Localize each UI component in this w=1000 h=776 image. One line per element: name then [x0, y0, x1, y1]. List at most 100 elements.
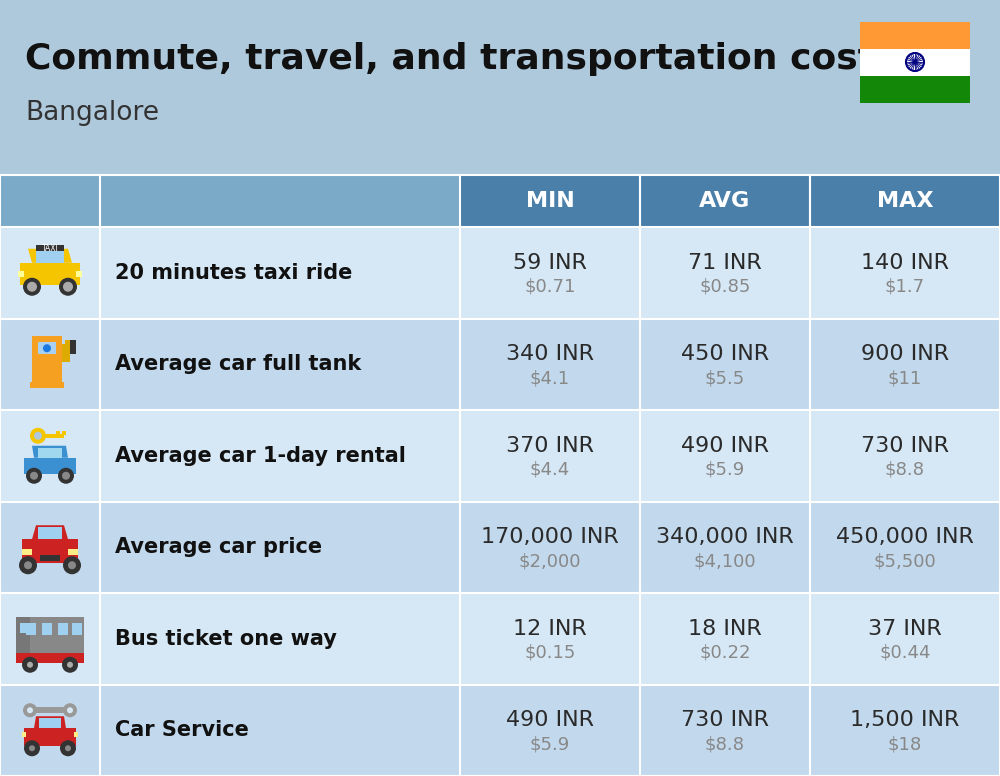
Circle shape [63, 556, 81, 574]
Text: $5.9: $5.9 [705, 461, 745, 479]
Polygon shape [32, 445, 68, 458]
Bar [30, 707, 70, 713]
Bar [16, 617, 84, 663]
Circle shape [29, 745, 35, 751]
Bar [70, 340, 76, 355]
Text: 1,500 INR: 1,500 INR [850, 710, 960, 730]
Circle shape [59, 278, 77, 296]
Text: Average car price: Average car price [115, 537, 322, 557]
Text: $8.8: $8.8 [705, 735, 745, 753]
Bar [26, 623, 36, 635]
Bar [76, 271, 82, 277]
Circle shape [24, 561, 32, 570]
Text: MIN: MIN [526, 191, 574, 211]
Bar [68, 549, 78, 556]
Bar [46, 434, 64, 438]
Text: 71 INR: 71 INR [688, 253, 762, 272]
Text: $4,100: $4,100 [694, 553, 756, 570]
Bar [860, 22, 970, 49]
Text: Commute, travel, and transportation costs: Commute, travel, and transportation cost… [25, 42, 897, 76]
Bar [0, 0, 1000, 155]
Circle shape [30, 428, 46, 444]
Bar [42, 623, 52, 635]
Text: Bus ticket one way: Bus ticket one way [115, 629, 337, 649]
Bar [0, 593, 1000, 684]
Text: $4.4: $4.4 [530, 461, 570, 479]
Text: Bangalore: Bangalore [25, 100, 159, 126]
Circle shape [27, 707, 33, 713]
Circle shape [27, 662, 33, 668]
Circle shape [67, 662, 73, 668]
Text: Average car full tank: Average car full tank [115, 355, 361, 374]
Bar [30, 383, 64, 388]
Bar [65, 340, 75, 346]
Bar [460, 175, 640, 227]
Bar [38, 342, 56, 355]
Circle shape [23, 278, 41, 296]
Bar [56, 431, 60, 435]
Bar [58, 623, 68, 635]
Bar [0, 410, 1000, 501]
Text: $0.44: $0.44 [879, 644, 931, 662]
Polygon shape [34, 716, 66, 728]
Bar [22, 549, 32, 556]
Bar [640, 175, 810, 227]
Circle shape [68, 561, 76, 570]
Circle shape [34, 431, 42, 440]
Circle shape [63, 282, 73, 292]
Text: $2,000: $2,000 [519, 553, 581, 570]
Bar [0, 155, 1000, 175]
Text: $1.7: $1.7 [885, 278, 925, 296]
Circle shape [63, 703, 77, 717]
Bar [22, 539, 78, 563]
Bar [74, 733, 78, 737]
Circle shape [62, 472, 70, 480]
Bar [16, 653, 84, 663]
Circle shape [22, 656, 38, 673]
Text: 730 INR: 730 INR [861, 436, 949, 456]
Circle shape [26, 468, 42, 483]
Circle shape [58, 468, 74, 483]
Text: $5,500: $5,500 [874, 553, 936, 570]
Bar [18, 271, 24, 277]
Bar [38, 527, 62, 539]
Bar [39, 719, 61, 728]
Bar [860, 76, 970, 103]
Text: AVG: AVG [699, 191, 751, 211]
Text: 490 INR: 490 INR [681, 436, 769, 456]
Bar [20, 623, 28, 632]
Bar [20, 263, 80, 285]
Bar [40, 556, 60, 561]
Bar [24, 458, 76, 474]
Text: MAX: MAX [877, 191, 933, 211]
Bar [62, 431, 66, 435]
Text: 140 INR: 140 INR [861, 253, 949, 272]
Bar [72, 623, 82, 635]
Text: Average car 1-day rental: Average car 1-day rental [115, 445, 406, 466]
Text: 490 INR: 490 INR [506, 710, 594, 730]
Bar [0, 318, 1000, 410]
Circle shape [913, 60, 917, 64]
Circle shape [24, 740, 40, 757]
Circle shape [67, 707, 73, 713]
Circle shape [43, 345, 51, 352]
Text: 59 INR: 59 INR [513, 253, 587, 272]
Bar [22, 733, 26, 737]
Text: $0.15: $0.15 [524, 644, 576, 662]
Text: $8.8: $8.8 [885, 461, 925, 479]
Bar [38, 448, 62, 458]
Text: $11: $11 [888, 369, 922, 387]
Bar [0, 227, 1000, 318]
Circle shape [19, 556, 37, 574]
Text: 37 INR: 37 INR [868, 618, 942, 639]
Polygon shape [32, 525, 68, 539]
Text: $0.71: $0.71 [524, 278, 576, 296]
Circle shape [62, 656, 78, 673]
Text: 450 INR: 450 INR [681, 345, 769, 364]
Text: 20 minutes taxi ride: 20 minutes taxi ride [115, 263, 352, 282]
Text: $0.85: $0.85 [699, 278, 751, 296]
Text: $5.5: $5.5 [705, 369, 745, 387]
Bar [860, 49, 970, 76]
Bar [62, 345, 70, 362]
Circle shape [30, 472, 38, 480]
